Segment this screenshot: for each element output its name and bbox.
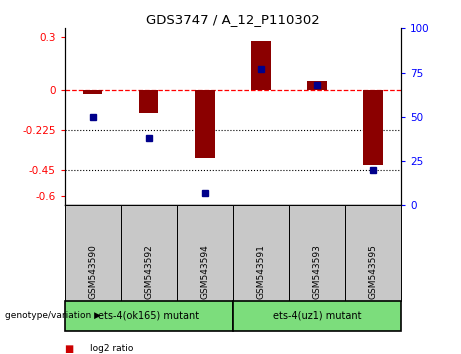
Text: GSM543592: GSM543592 [144, 244, 153, 299]
Text: GSM543594: GSM543594 [200, 244, 209, 299]
Text: log2 ratio: log2 ratio [90, 344, 133, 353]
Text: ets-4(uz1) mutant: ets-4(uz1) mutant [273, 311, 361, 321]
Bar [307, 81, 327, 90]
Text: ets-4(ok165) mutant: ets-4(ok165) mutant [98, 311, 199, 321]
Text: GSM543595: GSM543595 [368, 244, 378, 299]
Text: genotype/variation ▶: genotype/variation ▶ [5, 312, 100, 320]
Bar [83, 90, 102, 94]
Bar [363, 90, 383, 165]
Text: ■: ■ [65, 344, 74, 354]
Bar [195, 90, 214, 158]
Title: GDS3747 / A_12_P110302: GDS3747 / A_12_P110302 [146, 13, 319, 26]
Text: GSM543590: GSM543590 [88, 244, 97, 299]
Text: GSM543591: GSM543591 [256, 244, 266, 299]
Bar [251, 41, 271, 90]
Text: GSM543593: GSM543593 [313, 244, 321, 299]
Bar [139, 90, 159, 113]
